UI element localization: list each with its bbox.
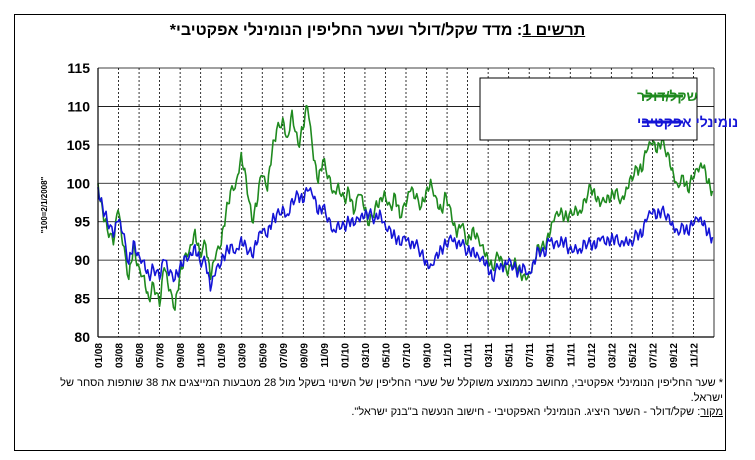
x-tick-labels: 01/08 03/08 05/08 07/08 09/08 11/08 01/09 03/09… bbox=[94, 343, 700, 368]
x-tick-label: 07/10 bbox=[402, 343, 413, 368]
x-tick-label: 09/11 bbox=[546, 343, 557, 368]
y-tick-label: 85 bbox=[74, 291, 90, 307]
x-tick-label: 05/12 bbox=[628, 343, 639, 368]
y-tick-label: 90 bbox=[74, 252, 90, 268]
x-tick-label: 05/10 bbox=[381, 343, 392, 368]
x-tick-label: 09/09 bbox=[299, 343, 310, 368]
source-text: : שקל/דולר - השער היציג. הנומינלי האפקטי… bbox=[351, 406, 701, 418]
y-tick-label: 105 bbox=[67, 137, 91, 153]
x-tick-label: 03/08 bbox=[115, 343, 126, 368]
x-tick-label: 01/11 bbox=[464, 343, 475, 368]
x-tick-label: 11/08 bbox=[197, 343, 208, 368]
footnote: * שער החליפין הנומינלי אפקטיבי, מחושב כמ… bbox=[60, 377, 723, 404]
y-tick-labels: 80 85 90 95 100 105 110 115 bbox=[67, 60, 91, 345]
legend-box bbox=[479, 77, 698, 141]
x-tick-label: 09/12 bbox=[669, 343, 680, 368]
x-tick-label: 05/09 bbox=[258, 343, 269, 368]
chart-title-prefix: תרשים 1 bbox=[522, 22, 586, 39]
series-lines bbox=[97, 104, 714, 311]
x-tick-label: 01/10 bbox=[340, 343, 351, 368]
series-line-1 bbox=[97, 187, 714, 292]
y-tick-label: 100 bbox=[67, 175, 91, 191]
y-tick-label: 95 bbox=[74, 214, 90, 230]
y-tick-label: 115 bbox=[67, 60, 90, 76]
legend-label-shekel-dollar: שקל/דולר bbox=[637, 88, 698, 104]
x-tick-label: 07/11 bbox=[525, 343, 536, 368]
chart-title: תרשים 1: מדד שקל/דולר ושער החליפין הנומי… bbox=[0, 22, 755, 40]
x-tick-label: 01/08 bbox=[94, 343, 105, 368]
x-tick-label: 03/10 bbox=[361, 343, 372, 368]
x-tick-label: 07/08 bbox=[156, 343, 167, 368]
x-tick-label: 07/12 bbox=[648, 343, 659, 368]
x-tick-label: 11/12 bbox=[689, 343, 700, 368]
x-tick-label: 09/08 bbox=[176, 343, 187, 368]
y-tick-label: 110 bbox=[67, 98, 90, 114]
series-line-0 bbox=[97, 104, 714, 311]
x-tick-label: 01/12 bbox=[587, 343, 598, 368]
y-axis-title: "100=2/1/2008" bbox=[40, 176, 49, 233]
x-tick-label: 11/10 bbox=[443, 343, 454, 368]
x-tick-label: 03/11 bbox=[484, 343, 495, 368]
source-label: מקור bbox=[700, 406, 723, 418]
legend-label-nominal-effective: נומינלי אפקטיבי bbox=[637, 114, 738, 130]
x-tick-label: 07/09 bbox=[279, 343, 290, 368]
x-tick-label: 11/11 bbox=[566, 343, 577, 367]
axes bbox=[97, 68, 715, 338]
source-line: מקור: שקל/דולר - השער היציג. הנומינלי הא… bbox=[40, 406, 723, 418]
x-tick-label: 03/09 bbox=[238, 343, 249, 368]
x-tick-label: 11/09 bbox=[320, 343, 331, 368]
x-tick-label: 03/12 bbox=[607, 343, 618, 368]
x-tick-label: 09/10 bbox=[423, 343, 434, 368]
chart-title-text: : מדד שקל/דולר ושער החליפין הנומינלי אפק… bbox=[169, 22, 523, 39]
x-tick-label: 01/09 bbox=[217, 343, 228, 368]
x-tick-label: 05/11 bbox=[505, 343, 516, 368]
x-tick-label: 05/08 bbox=[135, 343, 146, 368]
y-tick-label: 80 bbox=[74, 329, 90, 345]
legend: שקל/דולר נומינלי אפקטיבי bbox=[479, 77, 738, 141]
